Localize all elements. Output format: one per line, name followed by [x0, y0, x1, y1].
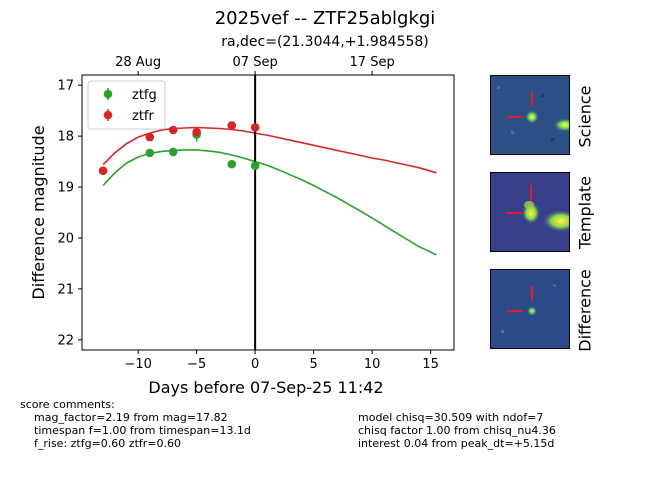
- y-tick-label: 18: [57, 130, 74, 145]
- y-tick-label: 17: [57, 79, 74, 94]
- legend-label-ztfr: ztfr: [132, 109, 154, 124]
- model-comment-line: model chisq=30.509 with ndof=7: [358, 411, 544, 424]
- stamp-label-difference: Difference: [575, 269, 595, 352]
- data-point-ztfr: [250, 123, 260, 132]
- data-point-ztfg: [168, 147, 178, 157]
- score-comment-line: mag_factor=2.19 from mag=17.82: [34, 411, 228, 424]
- score-comments-header: score comments:: [20, 398, 115, 411]
- data-point-ztfg: [227, 159, 237, 169]
- legend-marker-ztfr: [103, 110, 113, 120]
- data-point-ztfr: [168, 125, 178, 135]
- score-comment-line: timespan f=1.00 from timespan=13.1d: [34, 424, 251, 437]
- y-axis-label: Difference magnitude: [29, 125, 48, 299]
- top-tick-label: 17 Sep: [350, 55, 395, 70]
- model-curve-ztfg: [102, 149, 437, 256]
- legend-marker-ztfg: [103, 89, 113, 99]
- model-curve-ztfr: [102, 126, 437, 174]
- y-tick-label: 19: [57, 181, 74, 196]
- y-tick-label: 21: [57, 282, 74, 297]
- data-point-ztfr: [227, 121, 237, 130]
- model-comment-line: chisq factor 1.00 from chisq_nu4.36: [358, 424, 556, 437]
- data-point-ztfg: [145, 148, 155, 158]
- stamp-label-template: Template: [575, 176, 595, 250]
- score-comments: score comments: mag_factor=2.19 from mag…: [20, 398, 251, 450]
- x-axis-label: Days before 07-Sep-25 11:42: [148, 378, 383, 397]
- y-tick-label: 20: [57, 231, 74, 246]
- difference-stamp: [490, 269, 570, 349]
- chart-subtitle: ra,dec=(21.3044,+1.984558): [221, 34, 429, 50]
- data-point-ztfg: [250, 161, 260, 170]
- chart-title: 2025vef -- ZTF25ablgkgi: [214, 8, 436, 29]
- x-tick-label: 5: [309, 357, 317, 372]
- legend-label-ztfg: ztfg: [132, 88, 157, 103]
- science-stamp: [490, 75, 570, 155]
- y-tick-label: 22: [57, 333, 74, 348]
- data-point-ztfr: [98, 166, 108, 176]
- stamp-label-science: Science: [575, 85, 595, 148]
- top-tick-label: 28 Aug: [115, 55, 161, 70]
- x-tick-label: −5: [187, 357, 206, 372]
- x-tick-label: 15: [422, 357, 439, 372]
- x-tick-label: 10: [364, 357, 381, 372]
- data-point-ztfr: [145, 132, 155, 142]
- x-tick-label: 0: [251, 357, 259, 372]
- template-stamp: [490, 172, 570, 252]
- score-comment-line: f_rise: ztfg=0.60 ztfr=0.60: [34, 437, 181, 450]
- model-comment-line: interest 0.04 from peak_dt=+5.15d: [358, 437, 555, 450]
- model-comments: model chisq=30.509 with ndof=7 chisq fac…: [358, 411, 556, 450]
- x-tick-label: −10: [124, 357, 151, 372]
- plot-frame: [81, 74, 455, 351]
- data-point-ztfr: [192, 127, 201, 137]
- top-tick-label: 07 Sep: [233, 55, 278, 70]
